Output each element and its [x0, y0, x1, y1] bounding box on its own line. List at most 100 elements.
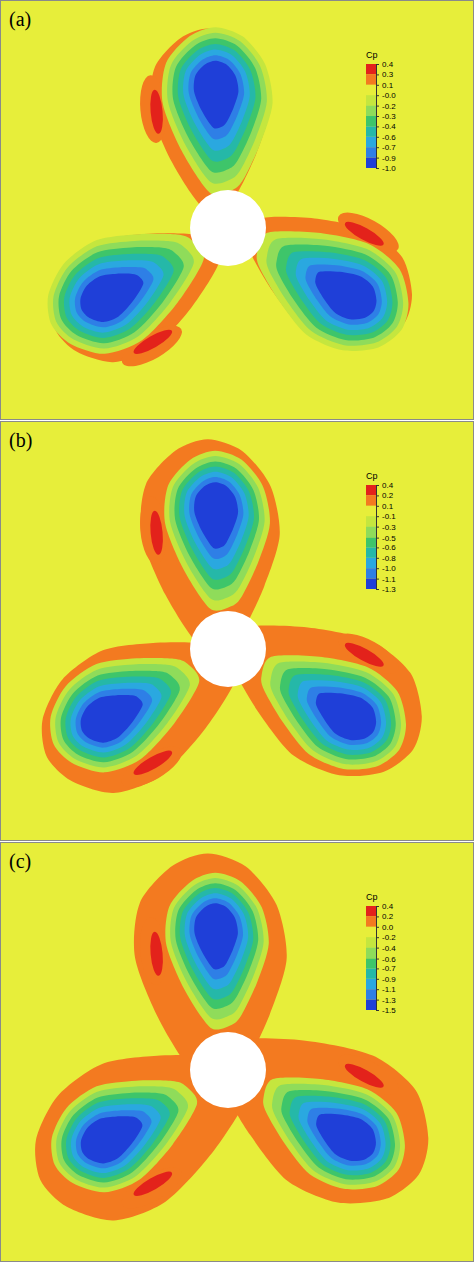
suction-contour [186, 53, 249, 142]
colorbar-band [366, 1000, 376, 1010]
ambient-field [0, 421, 474, 841]
colorbar-tick-mark [376, 927, 379, 928]
colorbar-band [366, 558, 376, 568]
suction-contour [181, 891, 252, 992]
colorbar-tick-label: 0.4 [382, 60, 394, 69]
suction-contour [65, 671, 163, 759]
colorbar-tick-mark [376, 558, 379, 559]
panel-frame [1, 843, 474, 1262]
colorbar-tick: 0.0 [376, 923, 394, 932]
colorbar-tick-mark [376, 538, 379, 539]
colorbar-tick: -1.1 [376, 575, 396, 584]
suction-contour [306, 1100, 385, 1170]
suction-contour [58, 661, 175, 765]
suction-contour [36, 632, 208, 786]
colorbar-tick-label: -0.5 [382, 534, 396, 543]
suction-contour [41, 217, 201, 360]
contour-field [0, 421, 474, 841]
colorbar-tick-mark [376, 527, 379, 528]
suction-contour [268, 227, 408, 352]
suction-contour [49, 228, 189, 354]
colorbar-band [366, 158, 376, 168]
colorbar-title: Cp [366, 50, 378, 60]
suction-contour [58, 1083, 173, 1186]
colorbar-tick: -0.3 [376, 112, 396, 121]
colorbar-tick-mark [376, 579, 379, 580]
suction-contour [72, 259, 153, 331]
colorbar-tick-label: -0.4 [382, 122, 396, 131]
colorbar-tick: -0.2 [376, 102, 396, 111]
colorbar-band [366, 126, 376, 136]
suction-contour [192, 59, 242, 130]
colorbar-band [366, 989, 376, 999]
stagnation-patch [149, 931, 165, 976]
suction-contour [292, 247, 393, 336]
suction-contour [248, 632, 420, 785]
colorbar: Cp0.40.30.1-0.0-0.2-0.3-0.4-0.6-0.7-0.9-… [366, 50, 396, 173]
colorbar-tick: -0.4 [376, 944, 396, 953]
suction-contour [239, 1046, 426, 1212]
colorbar-tick: -0.6 [376, 543, 396, 552]
ambient-field [0, 842, 474, 1262]
colorbar-tick-label: -1.1 [382, 575, 396, 584]
colorbar-tick-mark [376, 495, 379, 496]
colorbar-tick-label: -0.0 [382, 91, 396, 100]
colorbar-tick-mark [376, 1000, 379, 1001]
colorbar-band [366, 147, 376, 157]
colorbar-band [366, 64, 376, 74]
colorbar-axis-line [377, 486, 380, 590]
suction-contour [170, 458, 265, 593]
suction-contour [164, 452, 271, 604]
suction-contour [162, 29, 274, 188]
colorbar-tick: -0.9 [376, 975, 396, 984]
suction-contour [243, 207, 423, 367]
colorbar-tick-mark [376, 916, 379, 917]
colorbar-tick: 0.4 [376, 60, 394, 69]
suction-contour [305, 257, 386, 329]
colorbar-band [366, 916, 376, 926]
suction-contour [65, 1092, 162, 1179]
suction-contour [181, 469, 253, 572]
halo-contour [14, 595, 266, 820]
suction-contour [38, 1055, 207, 1206]
colorbar-tick: -0.7 [376, 964, 396, 973]
panel: (c)Cp0.40.20.0-0.2-0.4-0.6-0.7-0.9-1.1-1… [0, 842, 474, 1262]
colorbar-tick-mark [376, 168, 379, 169]
colorbar-tick-label: -0.7 [382, 964, 396, 973]
colorbar-axis-line [377, 907, 380, 1011]
hub [190, 611, 266, 687]
halo-patch [137, 916, 169, 986]
colorbar-tick-label: -0.2 [382, 102, 396, 111]
colorbar-tick: -0.4 [376, 122, 396, 131]
colorbar: Cp0.40.20.1-0.1-0.3-0.5-0.6-0.8-1.0-1.1-… [366, 471, 396, 594]
colorbar-tick-label: -0.2 [382, 933, 396, 942]
colorbar-band [366, 979, 376, 989]
suction-contour [44, 642, 197, 779]
colorbar-band [366, 137, 376, 147]
colorbar-tick-label: -0.4 [382, 944, 396, 953]
suction-contour [192, 480, 241, 550]
colorbar-band [366, 495, 376, 505]
colorbar-tick-label: -1.5 [382, 1006, 396, 1015]
colorbar-tick-mark [376, 85, 379, 86]
colorbar: Cp0.40.20.0-0.2-0.4-0.6-0.7-0.9-1.1-1.3-… [366, 892, 396, 1015]
colorbar-band [366, 948, 376, 959]
colorbar-tick: 0.4 [376, 902, 394, 911]
colorbar-tick-label: -0.6 [382, 133, 396, 142]
colorbar-band [366, 968, 376, 978]
colorbar-tick-mark [376, 568, 379, 569]
suction-contour [174, 41, 261, 165]
colorbar-tick-mark [376, 74, 379, 75]
colorbar-band [366, 906, 376, 916]
blade [14, 595, 266, 821]
colorbar-tick-label: -1.3 [382, 996, 396, 1005]
colorbar-tick: -0.0 [376, 91, 396, 100]
colorbar-tick-label: -0.3 [382, 112, 396, 121]
colorbar-tick-mark [376, 147, 379, 148]
suction-contour [171, 880, 264, 1012]
suction-contour [160, 869, 276, 1034]
suction-contour [165, 874, 270, 1023]
colorbar-tick: -1.3 [376, 996, 396, 1005]
colorbar-tick: -0.7 [376, 143, 396, 152]
colorbar-tick-mark [376, 948, 379, 949]
